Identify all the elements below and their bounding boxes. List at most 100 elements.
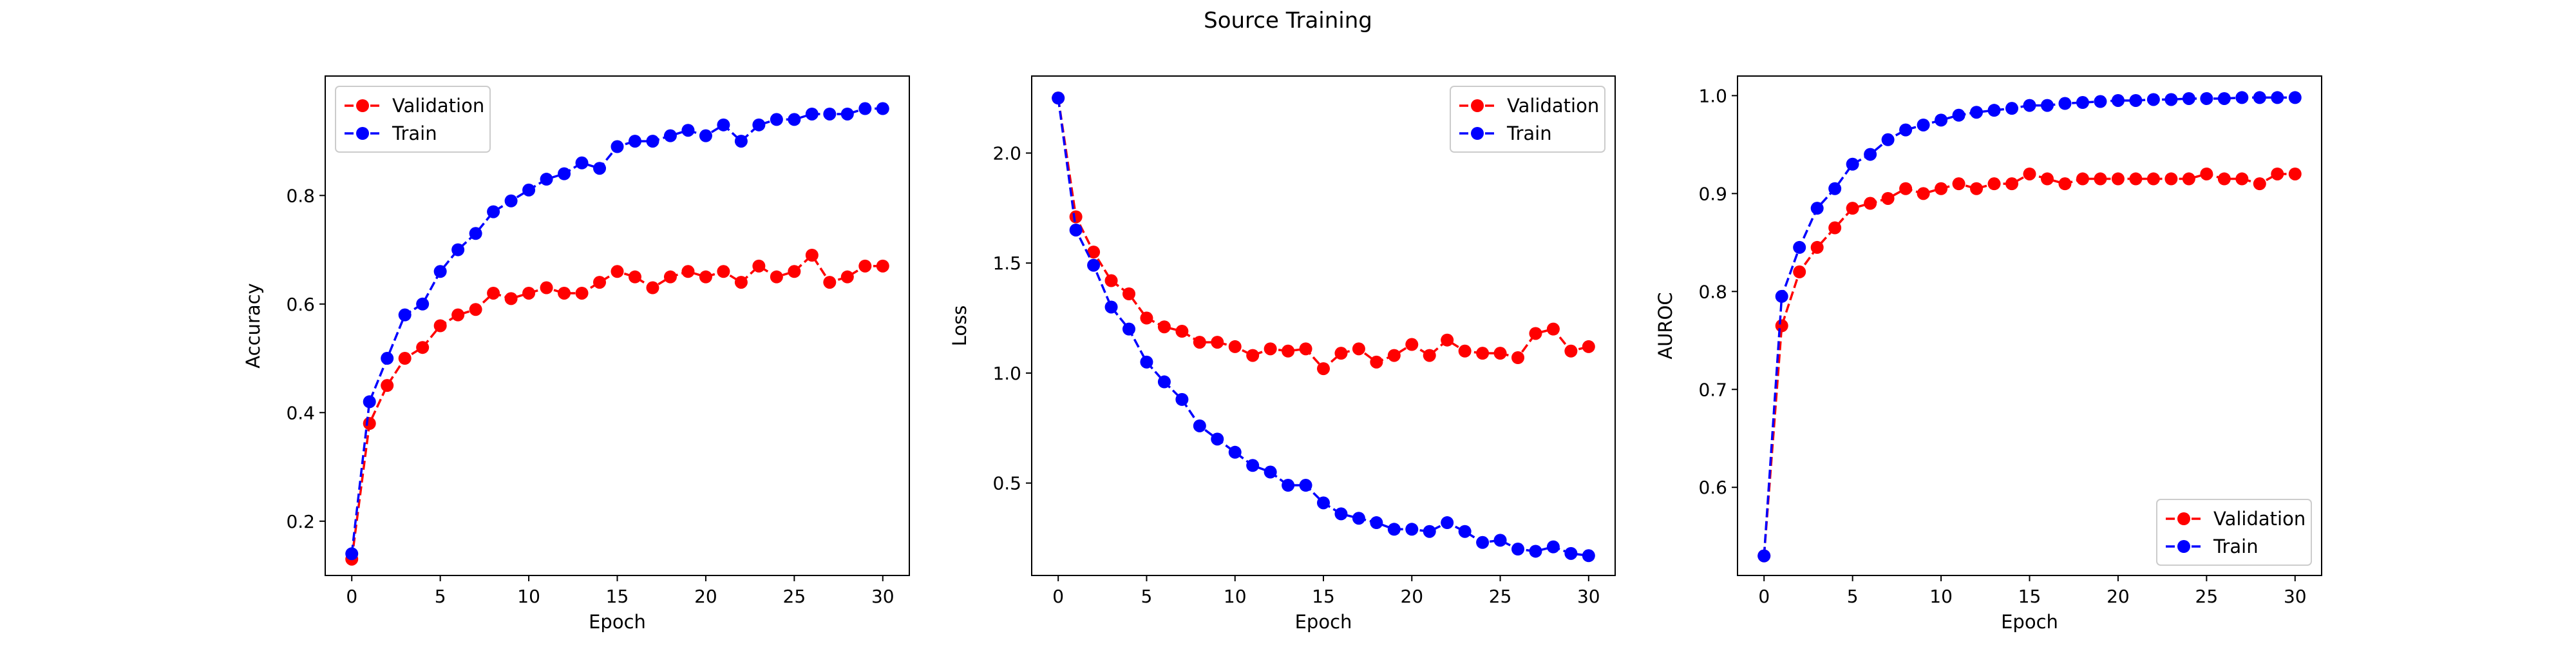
data-point-validation [416,341,430,354]
x-tick-label: 20 [1400,586,1423,607]
data-point-train [2111,93,2125,107]
data-point-train [1529,545,1542,558]
data-point-train [1104,300,1118,314]
data-point-validation [1441,333,1454,347]
y-tick-label: 2.0 [992,142,1021,164]
legend-label: Train [2213,536,2259,557]
data-point-train [381,352,394,365]
x-tick-label: 5 [1847,586,1859,607]
data-point-train [2058,97,2072,110]
data-point-train [752,118,766,131]
data-point-validation [1899,182,1913,195]
data-point-validation [381,379,394,392]
data-point-train [1334,507,1348,521]
data-point-validation [1175,325,1189,338]
x-tick-label: 0 [1052,586,1064,607]
data-point-train [805,107,819,121]
data-point-validation [575,286,589,300]
y-tick-label: 0.5 [992,473,1021,494]
data-point-validation [504,292,518,305]
legend-swatch-marker [2177,512,2190,525]
data-point-validation [1140,311,1153,325]
x-tick-label: 30 [871,586,895,607]
legend-swatch-marker [356,127,369,140]
x-tick-label: 15 [606,586,629,607]
legend-swatch-marker [2177,540,2190,553]
data-point-train [1299,479,1312,492]
data-point-validation [1282,344,1295,358]
data-point-train [1757,549,1771,563]
data-point-validation [699,270,712,284]
x-tick-label: 30 [1577,586,1600,607]
data-point-validation [1352,342,1365,356]
data-point-validation [1775,319,1788,333]
series-line-train [1057,97,1589,557]
data-point-validation [1493,347,1507,360]
data-point-validation [1423,349,1436,362]
subplot-3: 0 5 10 15 20 25 30 0.6 0.7 0.8 0.9 1.0 Epoch AUROC Val… [1654,75,2322,633]
legend: Validation Train [335,86,491,153]
data-point-train [2271,91,2284,104]
data-point-train [363,395,376,409]
data-point-train [1282,479,1295,492]
data-point-train [2146,93,2160,106]
data-point-validation [433,319,447,333]
data-point-validation [1211,336,1224,349]
y-tick-label: 0.6 [1698,477,1727,498]
legend-label: Train [392,122,437,144]
data-point-train [876,102,889,115]
data-point-validation [1246,349,1260,362]
data-point-train [558,167,571,180]
data-point-validation [2271,167,2284,180]
data-point-validation [1122,287,1135,300]
x-tick-label: 20 [694,586,717,607]
data-point-train [1317,496,1330,510]
data-point-validation [1846,202,1859,215]
data-point-validation [858,259,872,273]
subplot-2: 0 5 10 15 20 25 30 0.5 1.0 1.5 2.0 Epoch Loss Validat… [949,75,1616,633]
data-point-validation [1935,182,1948,195]
data-point-validation [1952,177,1965,191]
legend-label: Validation [2213,508,2306,530]
data-point-validation [2023,167,2036,180]
y-axis-label: Loss [949,305,971,347]
data-point-validation [363,417,376,430]
data-point-train [2005,102,2019,115]
data-point-validation [663,270,677,284]
data-point-validation [646,281,659,295]
data-point-train [1052,92,1065,105]
data-point-train [2129,93,2143,107]
data-point-validation [2040,172,2054,186]
data-point-train [540,173,553,186]
data-point-validation [1810,240,1824,254]
data-point-validation [1458,344,1472,358]
data-point-validation [1546,322,1560,336]
data-point-train [1246,459,1260,472]
data-point-train [433,265,447,278]
data-point-train [2200,92,2213,105]
data-point-validation [1476,347,1490,360]
legend-swatch-marker [1471,99,1484,112]
data-point-validation [2129,172,2143,186]
data-point-train [522,183,536,197]
data-point-validation [1087,246,1101,259]
data-point-train [1211,432,1224,446]
data-point-validation [1264,342,1277,356]
data-point-train [2182,92,2195,105]
data-point-train [1441,516,1454,530]
data-point-validation [1864,197,1877,210]
x-tick-label: 5 [1141,586,1153,607]
data-point-validation [1582,340,1595,353]
data-point-validation [805,248,819,262]
data-point-train [663,129,677,142]
data-point-validation [2164,172,2178,186]
data-point-validation [1828,221,1842,235]
data-point-train [770,113,783,126]
data-point-validation [823,276,837,289]
series-line-validation [350,253,883,559]
data-point-train [2217,92,2231,105]
data-point-train [1122,322,1135,336]
data-point-train [1810,202,1824,215]
